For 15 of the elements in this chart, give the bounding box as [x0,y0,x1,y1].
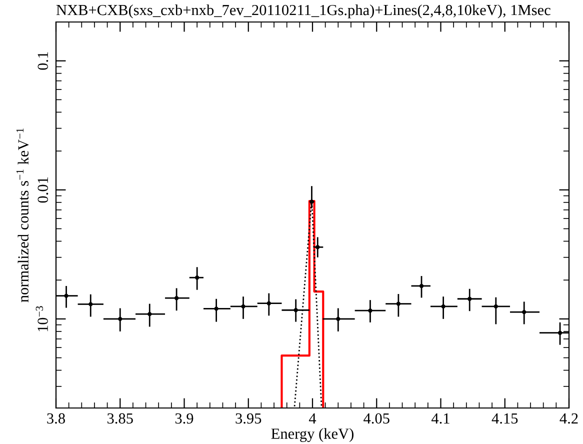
x-tick-label: 4.15 [492,413,518,424]
y-tick-label: 0.1 [38,52,48,70]
x-tick-label: 4.1 [432,413,450,424]
y-axis-title: normalized counts s$^{−1}$ keV$^{−1}$ [16,128,29,302]
x-tick-label: 4.2 [560,413,578,424]
x-tick-label: 3.85 [107,413,133,424]
chart-title: NXB+CXB(sxs_cxb+nxb_7ev_20110211_1Gs.pha)+Lines(2,4,8,10keV), 1Msec [56,4,550,18]
y-tick-label: 10$^{−3}$ [36,306,48,332]
x-tick-label: 4.05 [364,413,390,424]
x-tick-label: 3.8 [47,413,65,424]
y-tick-label: 0.01 [38,177,48,203]
x-tick-label: 3.9 [175,413,194,424]
x-tick-label: 3.95 [236,413,262,424]
x-axis-title: Energy (keV) [271,428,354,442]
x-tick-label: 4 [308,413,316,424]
